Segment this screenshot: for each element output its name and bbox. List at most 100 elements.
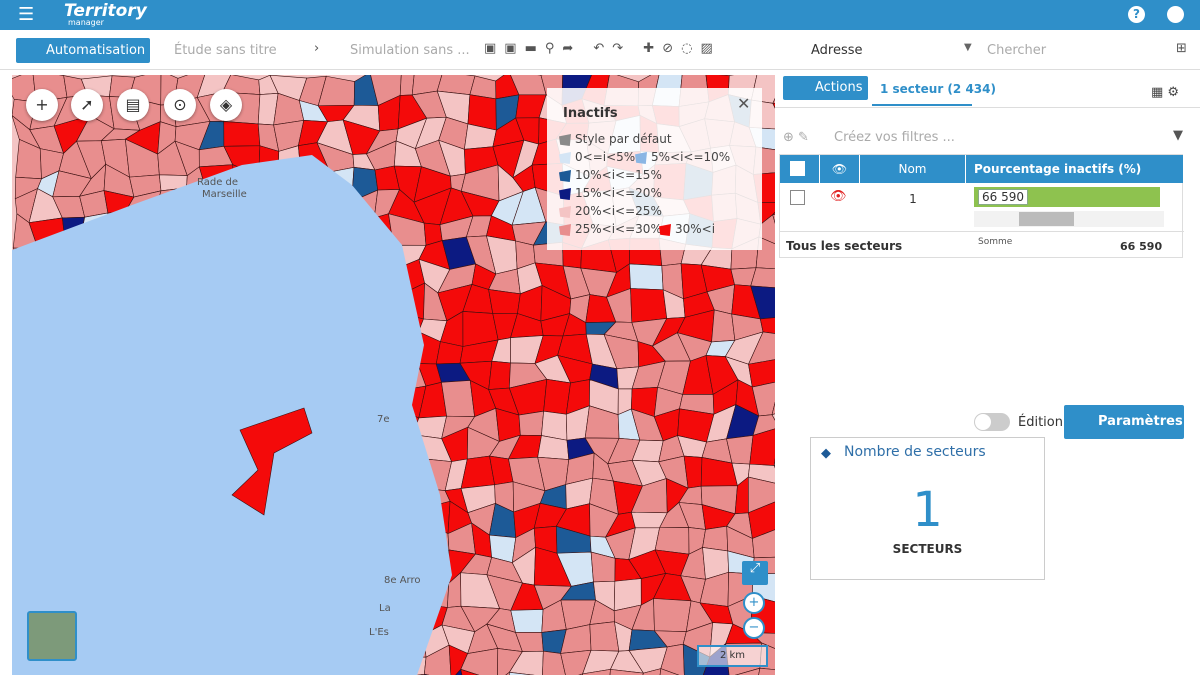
side-panel: Actions 1 secteur (2 434) ▦ ⚙ ⊕ ✎ Créez … xyxy=(775,70,1200,675)
automation-button[interactable]: Automatisation xyxy=(16,38,150,63)
data-table: 👁 Nom Pourcentage inactifs (%) 👁 1 66 59… xyxy=(779,154,1184,258)
sector xyxy=(223,121,261,147)
dropdown-arrow: ▼ xyxy=(964,42,972,53)
legend-label: 25%<i<=30% xyxy=(575,222,662,236)
map-label: Marseille xyxy=(202,189,247,200)
legend: Inactifs ✕ Style par défaut 0<=i<5% 5%<i<=… xyxy=(547,88,762,250)
scrollbar[interactable] xyxy=(974,211,1164,227)
sector xyxy=(773,458,775,466)
comment-button[interactable]: ▤ xyxy=(117,89,149,121)
cell: 1 xyxy=(909,192,917,206)
cell: 66 590 xyxy=(978,189,1028,205)
legend-title: Inactifs xyxy=(563,106,618,121)
legend-swatch xyxy=(559,170,571,182)
legend-label: 20%<i<=25% xyxy=(575,204,662,218)
column-header[interactable]: Nom xyxy=(860,155,966,183)
layers-button[interactable]: ◈ xyxy=(210,89,242,121)
toolbar: Automatisation Étude sans titre › Simula… xyxy=(0,30,1200,70)
sector xyxy=(771,413,775,421)
account-button[interactable] xyxy=(1167,6,1184,23)
legend-swatch xyxy=(559,206,571,218)
sector xyxy=(642,668,662,675)
sector xyxy=(653,598,692,632)
sector xyxy=(582,669,611,675)
sector xyxy=(748,501,775,539)
visibility-header: 👁 xyxy=(820,155,860,183)
edition-toggle[interactable] xyxy=(974,413,1010,431)
sector xyxy=(542,650,566,675)
top-bar: ☰ Territory manager ? xyxy=(0,0,1200,30)
scale-bar: 2 km xyxy=(697,645,768,667)
tool-icons[interactable]: ▣▣▬⚲➦ ↶↷ ✚⊘◌▨ xyxy=(484,41,721,56)
legend-swatch xyxy=(559,188,571,200)
sector xyxy=(758,667,775,675)
legend-label: 15%<i<=20% xyxy=(575,186,662,200)
fullscreen-button[interactable]: ⤢ xyxy=(742,561,768,585)
legend-swatch xyxy=(559,134,571,146)
sector xyxy=(589,621,620,652)
footer-value: 66 590 xyxy=(1120,240,1163,253)
study-name[interactable]: Étude sans titre xyxy=(174,43,277,58)
layout-button[interactable]: ⊞ xyxy=(1176,41,1187,56)
simulation-name[interactable]: Simulation sans ... xyxy=(350,43,470,58)
sector xyxy=(488,289,521,314)
help-button[interactable]: ? xyxy=(1128,6,1145,23)
sector xyxy=(711,309,736,343)
zoom-analysis-button[interactable]: ⊙ xyxy=(164,89,196,121)
widget-icon: ◆ xyxy=(821,446,831,461)
sector xyxy=(773,465,775,469)
legend-label: 0<=i<5% xyxy=(575,150,636,164)
sector xyxy=(750,267,775,288)
edition-label: Édition xyxy=(1018,415,1063,430)
sector xyxy=(609,669,644,675)
filter-button[interactable]: ▼ xyxy=(1173,128,1183,143)
checkbox[interactable] xyxy=(790,161,805,176)
sector xyxy=(759,317,775,334)
select-all-header xyxy=(780,155,820,183)
search-input[interactable]: Chercher xyxy=(987,43,1047,58)
sector xyxy=(772,98,775,104)
sector xyxy=(508,650,544,675)
add-button[interactable]: + xyxy=(26,89,58,121)
sector xyxy=(771,401,775,416)
widget: ◆ Nombre de secteurs 1 SECTEURS xyxy=(810,437,1045,580)
grid-view-button[interactable]: ▦ ⚙ xyxy=(1151,85,1180,100)
menu-button[interactable]: ☰ xyxy=(18,4,35,25)
map-label: 8e Arro xyxy=(384,575,420,586)
sector xyxy=(772,102,775,109)
basemap-thumbnail[interactable] xyxy=(27,611,77,661)
legend-close[interactable]: ✕ xyxy=(737,94,751,113)
sector xyxy=(518,410,544,436)
select-button[interactable]: ➚ xyxy=(71,89,103,121)
map-label: L'Es xyxy=(369,627,389,638)
parameters-button[interactable]: Paramètres xyxy=(1064,405,1184,439)
sector xyxy=(441,380,475,417)
filter-input[interactable]: Créez vos filtres ... xyxy=(834,130,955,145)
legend-label: 30%<i xyxy=(675,222,716,236)
divider xyxy=(780,231,1184,232)
row-checkbox[interactable] xyxy=(790,190,805,205)
zoom-in[interactable]: + xyxy=(743,592,765,614)
sector-tab[interactable]: 1 secteur (2 434) xyxy=(880,82,996,96)
widget-value: 1 xyxy=(912,482,943,538)
map-label: Rade de xyxy=(197,177,238,188)
legend-swatch xyxy=(559,224,571,236)
actions-button[interactable]: Actions xyxy=(783,76,868,100)
sector xyxy=(771,211,775,216)
sector xyxy=(505,671,510,675)
sector xyxy=(734,667,761,675)
sector xyxy=(488,360,511,390)
sector xyxy=(660,643,685,675)
scroll-thumb[interactable] xyxy=(1019,212,1074,226)
sector xyxy=(654,527,690,555)
footer-aggregate: Somme xyxy=(978,237,1013,247)
row-visibility[interactable]: 👁 xyxy=(830,189,847,204)
zoom-out[interactable]: − xyxy=(743,617,765,639)
legend-label: 5%<i<=10% xyxy=(651,150,731,164)
sector xyxy=(460,668,480,675)
column-header[interactable]: Pourcentage inactifs (%) xyxy=(966,155,1184,183)
address-select[interactable]: Adresse xyxy=(811,43,863,58)
legend-label: 10%<i<=15% xyxy=(575,168,662,182)
